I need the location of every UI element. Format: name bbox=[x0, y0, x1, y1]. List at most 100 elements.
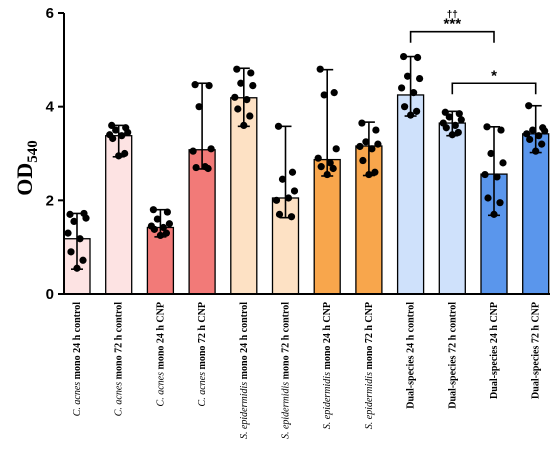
data-point-10-8 bbox=[454, 128, 462, 137]
data-point-1-3 bbox=[70, 217, 78, 226]
data-point-6-3 bbox=[278, 175, 287, 183]
data-point-9-9 bbox=[407, 111, 415, 119]
data-point-11-2 bbox=[497, 126, 505, 134]
data-point-6-5 bbox=[272, 196, 281, 204]
data-point-9-2 bbox=[414, 53, 422, 62]
category-label-1: C. acnes mono 24 h control bbox=[72, 302, 83, 416]
data-point-10-4 bbox=[457, 116, 465, 124]
bar-12 bbox=[522, 133, 550, 295]
data-point-7-4 bbox=[332, 145, 340, 153]
data-point-1-9 bbox=[73, 264, 81, 272]
data-point-12-3 bbox=[529, 126, 537, 134]
category-label-2: C. acnes mono 72 h control bbox=[114, 302, 125, 416]
data-point-9-4 bbox=[416, 74, 424, 83]
data-point-8-6 bbox=[368, 145, 376, 153]
data-point-9-8 bbox=[413, 107, 421, 115]
data-point-3-4 bbox=[165, 220, 173, 228]
data-point-7-8 bbox=[329, 164, 337, 173]
data-point-4-2 bbox=[205, 81, 213, 90]
data-point-12-4 bbox=[541, 127, 549, 135]
bar-7 bbox=[313, 158, 341, 295]
category-label-5: S. epidermidis mono 24 h control bbox=[239, 302, 250, 439]
data-point-5-9 bbox=[240, 121, 248, 129]
data-point-2-3 bbox=[112, 126, 120, 134]
data-point-12-9 bbox=[532, 147, 540, 155]
data-point-3-1 bbox=[149, 206, 157, 214]
significance-label-2-1: * bbox=[491, 67, 497, 84]
data-point-5-5 bbox=[231, 93, 239, 101]
data-point-5-7 bbox=[234, 105, 242, 113]
data-point-5-1 bbox=[233, 65, 241, 73]
data-point-12-1 bbox=[525, 102, 533, 110]
data-point-4-8 bbox=[204, 164, 212, 173]
data-point-3-7 bbox=[150, 225, 158, 233]
significance-annotations: ††**** bbox=[409, 10, 537, 95]
data-point-4-1 bbox=[191, 81, 199, 89]
data-point-9-7 bbox=[401, 103, 409, 111]
data-point-1-1 bbox=[66, 210, 74, 218]
data-point-3-2 bbox=[163, 208, 171, 216]
data-point-2-4 bbox=[124, 128, 132, 137]
y-tick-label-2: 2 bbox=[46, 192, 54, 209]
data-point-6-4 bbox=[290, 187, 299, 195]
data-point-8-3 bbox=[362, 138, 370, 146]
significance-label-1-2: *** bbox=[444, 16, 462, 33]
data-point-6-6 bbox=[284, 194, 293, 202]
data-point-7-3 bbox=[320, 91, 328, 99]
data-point-11-6 bbox=[493, 173, 501, 181]
significance-bracket-2 bbox=[451, 82, 537, 95]
y-tick-label-6: 6 bbox=[46, 5, 54, 22]
category-label-4: C. acnes mono 72 h CNP bbox=[197, 302, 208, 406]
data-point-11-4 bbox=[499, 159, 507, 167]
data-point-12-5 bbox=[523, 130, 531, 138]
category-label-11: Dual-species 24 h CNP bbox=[489, 302, 500, 399]
data-point-10-6 bbox=[451, 121, 459, 129]
data-point-2-7 bbox=[109, 134, 117, 143]
data-point-8-9 bbox=[365, 170, 373, 179]
data-point-2-6 bbox=[118, 132, 126, 140]
data-point-7-7 bbox=[317, 163, 325, 171]
data-point-4-5 bbox=[189, 147, 197, 155]
data-point-2-1 bbox=[108, 121, 116, 129]
data-point-2-8 bbox=[121, 149, 129, 158]
data-point-1-4 bbox=[82, 214, 90, 222]
data-point-5-2 bbox=[247, 69, 255, 77]
y-axis-title: OD540 bbox=[12, 140, 41, 196]
points-layer bbox=[64, 52, 549, 272]
data-point-1-5 bbox=[64, 229, 72, 237]
data-point-9-3 bbox=[404, 72, 412, 80]
data-point-10-1 bbox=[441, 108, 449, 116]
data-point-4-7 bbox=[192, 163, 200, 172]
bar-4 bbox=[188, 149, 216, 295]
error-bars-layer bbox=[71, 55, 542, 270]
data-point-11-5 bbox=[481, 170, 489, 179]
data-point-4-4 bbox=[207, 145, 215, 153]
category-label-9: Dual-species 24 h control bbox=[406, 302, 417, 409]
data-point-6-1 bbox=[274, 122, 283, 130]
data-point-3-8 bbox=[162, 229, 170, 237]
data-point-12-6 bbox=[535, 132, 543, 140]
data-point-5-3 bbox=[237, 79, 245, 87]
data-point-11-1 bbox=[483, 123, 491, 131]
data-point-9-1 bbox=[400, 52, 408, 61]
data-point-7-9 bbox=[323, 170, 331, 179]
data-point-11-8 bbox=[496, 199, 504, 207]
data-point-12-7 bbox=[526, 135, 534, 144]
category-label-10: Dual-species 72 h control bbox=[447, 302, 458, 409]
data-point-8-7 bbox=[359, 156, 367, 165]
data-point-5-6 bbox=[243, 96, 251, 104]
category-label-8: S. epidermidis mono 72 h CNP bbox=[364, 302, 375, 429]
data-point-5-4 bbox=[249, 81, 257, 90]
data-point-1-7 bbox=[67, 248, 75, 256]
data-point-8-4 bbox=[374, 140, 382, 148]
data-point-10-7 bbox=[442, 124, 450, 132]
data-point-6-7 bbox=[275, 210, 284, 218]
data-point-11-7 bbox=[484, 194, 492, 202]
y-ticks: 0 2 4 6 bbox=[46, 5, 64, 303]
bars-layer bbox=[63, 94, 550, 295]
data-point-1-8 bbox=[79, 256, 87, 264]
category-label-3: C. acnes mono 24 h CNP bbox=[155, 302, 166, 406]
category-label-6: S. epidermidis mono 72 h control bbox=[281, 302, 292, 439]
category-label-12: Dual-species 72 h CNP bbox=[531, 302, 542, 399]
